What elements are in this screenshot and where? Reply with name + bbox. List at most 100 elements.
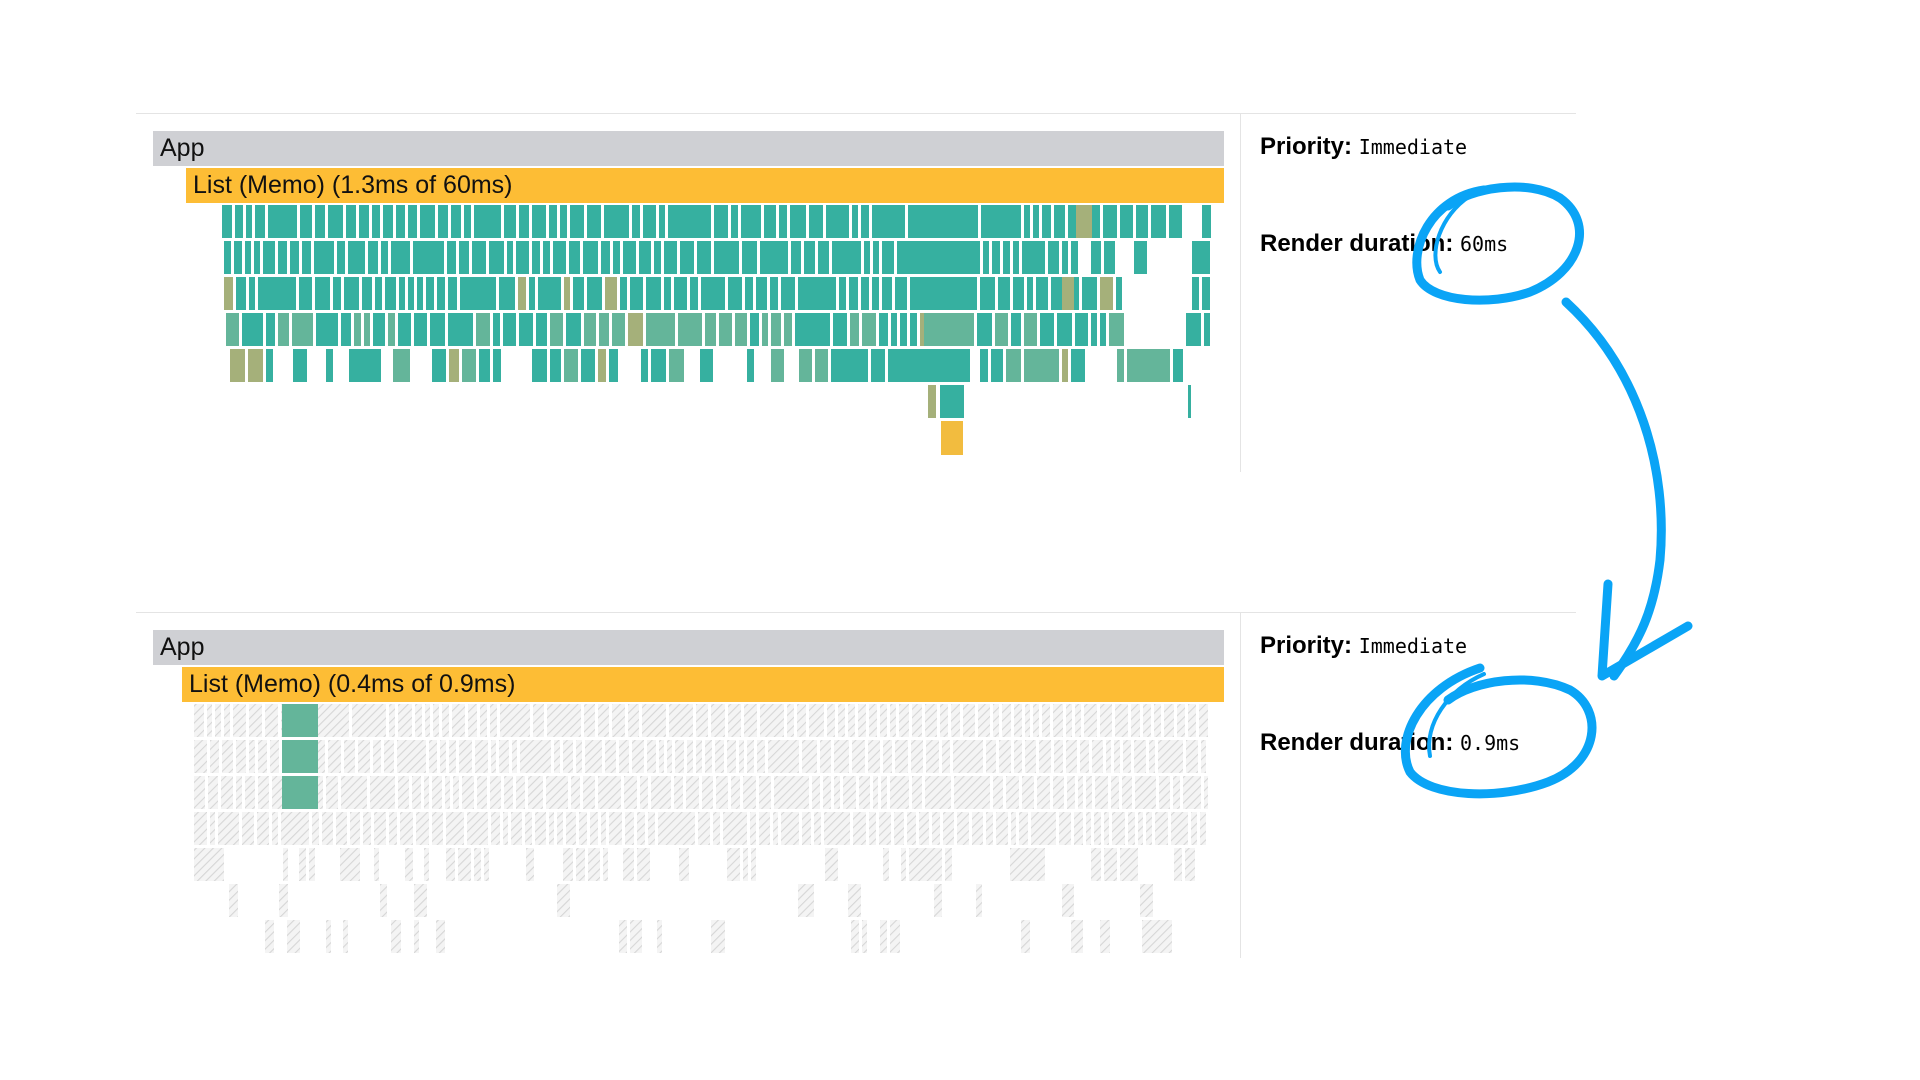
flame-node[interactable] [398,776,409,809]
flame-root-app[interactable]: App [153,131,1224,166]
flame-node[interactable] [1185,848,1195,881]
flame-node[interactable] [452,704,465,737]
flame-node[interactable] [453,776,459,809]
flame-node[interactable] [1027,277,1033,310]
flame-node[interactable] [619,740,629,773]
flame-node[interactable] [880,704,887,737]
flame-node[interactable] [322,812,333,845]
flame-node[interactable] [388,313,395,346]
flame-node[interactable] [459,241,469,274]
flame-node[interactable] [771,349,784,382]
flame-node[interactable] [953,740,983,773]
flame-node[interactable] [814,812,821,845]
flame-node[interactable] [283,848,288,881]
flame-node[interactable] [1057,313,1072,346]
flame-node[interactable] [248,349,263,382]
flame-node[interactable] [879,313,888,346]
flame-node[interactable] [549,205,557,238]
flame-node[interactable] [864,241,870,274]
flame-node[interactable] [799,349,812,382]
flame-node[interactable] [242,812,254,845]
flame-node[interactable] [1120,848,1138,881]
flame-node[interactable] [1025,740,1036,773]
flame-node[interactable] [619,920,627,953]
flame-node[interactable] [643,205,656,238]
flame-node[interactable] [408,277,414,310]
flame-node[interactable] [852,205,858,238]
flame-node[interactable] [493,313,500,346]
flame-node[interactable] [1104,812,1109,845]
flame-node[interactable] [1171,812,1188,845]
flame-node[interactable] [888,349,926,382]
flame-node[interactable] [426,277,434,310]
flame-node[interactable] [529,277,535,310]
flame-node[interactable] [963,704,975,737]
flame-node[interactable] [696,704,708,737]
flame-node[interactable] [637,848,650,881]
flamegraph-children-2[interactable] [0,0,1240,980]
flame-node[interactable] [430,313,445,346]
flame-node[interactable] [1003,241,1010,274]
flame-node[interactable] [826,205,849,238]
flame-node[interactable] [362,277,372,310]
flame-node[interactable] [194,776,205,809]
flame-node[interactable] [1112,812,1125,845]
flame-node[interactable] [1128,812,1135,845]
flame-node[interactable] [1117,349,1124,382]
flame-node[interactable] [613,241,620,274]
flame-node[interactable] [312,812,319,845]
flame-node[interactable] [440,740,446,773]
flame-node[interactable] [986,740,996,773]
flame-node[interactable] [940,385,964,418]
flame-node[interactable] [292,313,313,346]
flame-node[interactable] [1092,740,1103,773]
flame-node[interactable] [380,884,387,917]
flame-node[interactable] [1173,776,1180,809]
flame-node[interactable] [344,277,359,310]
flame-node[interactable] [1143,704,1151,737]
flame-node[interactable] [881,776,887,809]
flame-node[interactable] [1151,205,1166,238]
flame-node[interactable] [584,704,595,737]
flame-node[interactable] [566,812,576,845]
flame-node[interactable] [405,848,413,881]
flame-node[interactable] [326,920,331,953]
flame-node[interactable] [437,277,445,310]
flame-node[interactable] [834,776,840,809]
flame-node[interactable] [472,241,486,274]
flame-node[interactable] [993,776,1003,809]
flame-node[interactable] [972,812,983,845]
flame-node[interactable] [363,812,371,845]
flame-node[interactable] [229,884,238,917]
flame-node[interactable] [373,740,381,773]
flame-node[interactable] [563,848,573,881]
flame-node[interactable] [1159,776,1170,809]
flame-node[interactable] [861,277,869,310]
flame-node[interactable] [1186,313,1201,346]
flame-node[interactable] [760,704,784,737]
flame-node[interactable] [768,740,799,773]
flame-node[interactable] [553,241,566,274]
flame-node[interactable] [612,313,625,346]
flame-node[interactable] [564,349,578,382]
flame-node[interactable] [587,277,602,310]
flame-node[interactable] [341,776,367,809]
flame-node[interactable] [702,776,713,809]
flame-node[interactable] [642,704,666,737]
flame-node[interactable] [1104,848,1117,881]
flame-node[interactable] [735,313,747,346]
flame-node[interactable] [1094,812,1101,845]
flame-node[interactable] [1091,848,1101,881]
flame-node[interactable] [462,776,474,809]
flame-node[interactable] [358,740,370,773]
flame-node[interactable] [398,313,411,346]
flame-node[interactable] [432,812,443,845]
flame-node[interactable] [364,313,370,346]
flame-node[interactable] [674,776,683,809]
flame-node[interactable] [674,277,687,310]
flame-node[interactable] [1106,740,1111,773]
flame-node[interactable] [1024,205,1030,238]
flame-node[interactable] [1086,776,1092,809]
flame-node[interactable] [222,205,232,238]
flame-node[interactable] [823,776,831,809]
